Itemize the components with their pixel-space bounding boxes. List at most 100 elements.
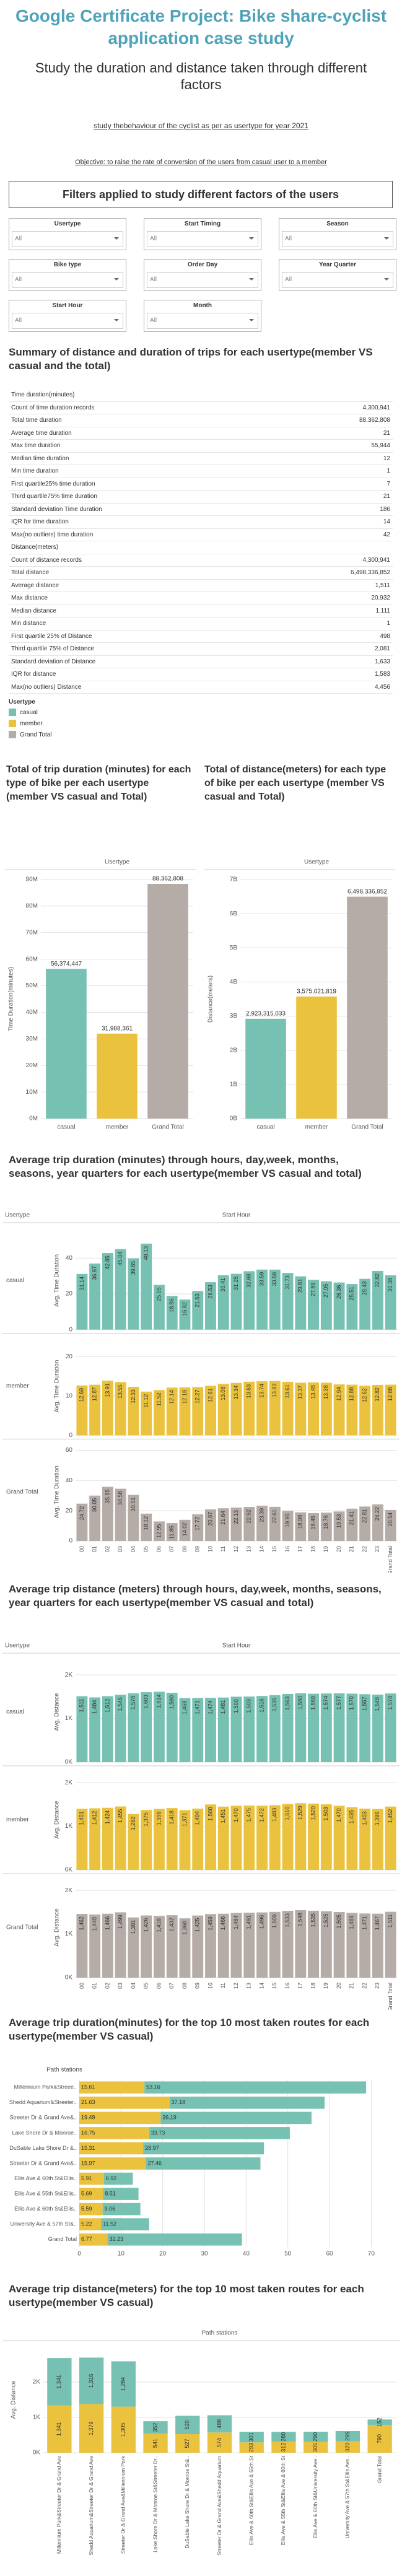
y-axis-label: Avg. Time Duration [54,1360,61,1413]
chart-title: Average trip duration(minutes) for the t… [9,2017,370,2042]
filter-dropdown[interactable]: All [147,313,258,329]
bar [282,1911,294,1978]
y-tick-label: University Ave & 57th St&.. [11,2221,77,2227]
value-label: 14.02 [181,1522,188,1537]
summary-row: Time duration(minutes) [9,389,393,402]
summary-value: 1,111 [375,607,390,614]
summary-value: 1,583 [374,671,390,678]
y-tick-label: 2K [65,1779,73,1786]
y-tick-label: 0 [69,1326,72,1333]
value-label: 17.72 [194,1517,201,1531]
summary-table: Time duration(minutes) Count of time dura… [9,389,393,694]
x-tick-label: 13 [246,1983,252,1989]
x-tick-label: 15 [271,1546,277,1552]
value-label: 1,486 [349,1915,355,1929]
bar [269,1381,281,1436]
value-label: 24.22 [374,1507,380,1521]
bar [154,1521,165,1541]
bar-segment [103,2188,139,2200]
row-label: Grand Total [6,1488,38,1495]
filter-dropdown[interactable]: All [12,231,123,247]
summary-value: 12 [383,455,390,462]
x-tick-label: 17 [297,1983,304,1989]
bar [179,1387,191,1436]
value-label: 39.85 [130,1261,136,1275]
value-label: 1,510 [284,1807,291,1821]
bar [256,1912,268,1978]
x-tick-label: 01 [92,1546,98,1552]
x-tick-label: 08 [181,1983,188,1989]
value-label: 30.05 [92,1498,98,1513]
y-tick-label: Ellis Ave & 55th St&Ellis.. [14,2190,77,2196]
bar-segment [146,2157,261,2170]
value-label: 1,500 [207,1807,213,1821]
value-label: 1,455 [117,1809,123,1823]
filter-label: Season [326,220,349,227]
bar-segment [239,2432,264,2443]
filter-dropdown[interactable]: All [147,272,258,288]
bar [230,1273,242,1330]
filter: Order Day All [144,259,261,291]
y-tick-label: Grand Total [48,2236,77,2242]
value-label: 8.51 [105,2190,116,2196]
x-tick-label: 04 [130,1983,136,1989]
chart-title: Average trip distance (meters) through h… [9,1583,382,1609]
value-label: 152 [377,2417,383,2427]
value-label: 1,590 [168,1695,175,1709]
filters-title: Filters applied to study different facto… [9,181,393,208]
filter-dropdown[interactable]: All [282,231,393,247]
value-label: 1,511 [387,1915,393,1928]
value-label: 1,574 [323,1696,329,1710]
value-label: 1,525 [323,1914,329,1928]
summary-label: Max distance [11,595,48,601]
value-label: 1,580 [297,1696,304,1710]
filter-label: Bike type [53,261,82,268]
bar [192,1698,204,1762]
bar [333,1911,345,1978]
bar [230,1696,242,1762]
value-label: 18.98 [297,1515,304,1529]
summary-value: 55,944 [371,442,390,449]
x-tick-label: Shedd Aquarium&Streeter Dr & Grand Ave [88,2456,94,2556]
bar [230,1382,242,1436]
y-tick-label: 40M [26,1009,38,1016]
value-label: 1,577 [336,1696,342,1710]
bar [269,1911,281,1978]
x-tick-label: Grand Total [351,1124,383,1131]
value-label: 29.81 [297,1279,304,1293]
filter-label: Start Hour [52,302,83,309]
bar [154,1916,165,1978]
y-tick-label: 90M [26,876,38,883]
value-label: 11.52 [155,1392,162,1406]
filter-dropdown[interactable]: All [12,313,123,329]
value-label: 2,923,315,033 [246,1010,286,1017]
bar [243,1805,255,1870]
filter-dropdown[interactable]: All [147,231,258,247]
filter-dropdown[interactable]: All [12,272,123,288]
value-label: 26.36 [336,1285,342,1299]
value-label: 1,462 [79,1916,85,1931]
bar [295,1512,307,1541]
bar-segment [79,2188,103,2200]
summary-label: Time duration(minutes) [11,391,75,398]
summary-row: First quartile25% time duration 7 [9,478,393,491]
value-label: 1,282 [130,1817,136,1831]
x-tick-label: 60 [326,2251,333,2258]
x-tick-label: 30 [201,2251,208,2258]
value-label: 26.53 [207,1285,213,1299]
chart: Usertype Start Hour casual Avg. Time Durati… [2,1212,400,1573]
value-label: 9.06 [105,2206,116,2212]
value-label: 21.63 [81,2099,95,2105]
chart-title: Average trip duration (minutes) through … [9,1154,362,1179]
value-label: 1,483 [271,1808,277,1822]
bar [359,1694,371,1762]
bar [295,1276,307,1330]
value-label: 35.85 [104,1489,110,1503]
value-label: 1,570 [349,1696,355,1710]
y-tick-label: 70M [26,929,38,936]
value-label: 1,503 [246,1699,252,1713]
summary-row: Standard deviation of Distance 1,633 [9,656,393,668]
filter-dropdown[interactable]: All [282,272,393,288]
bar-segment [149,2127,290,2139]
value-label: 18.86 [168,1298,175,1312]
